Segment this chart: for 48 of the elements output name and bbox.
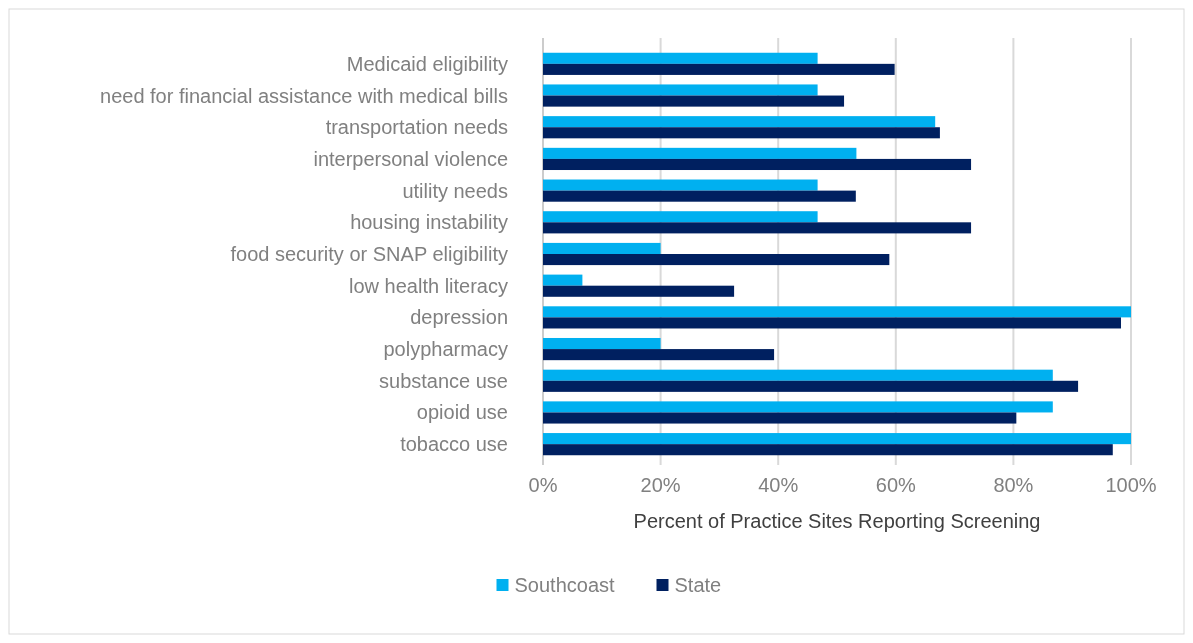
bar (543, 63, 895, 75)
y-tick-label: interpersonal violence (313, 147, 508, 170)
x-tick-label: 0% (528, 474, 558, 496)
bar (543, 179, 818, 191)
bar (543, 127, 940, 139)
y-tick-label: polypharmacy (383, 338, 508, 361)
bar (543, 84, 818, 96)
y-tick-label: food security or SNAP eligibility (230, 243, 508, 265)
bar (543, 211, 818, 223)
bar (543, 412, 1017, 424)
bar (543, 380, 1079, 392)
x-tick-label: 100% (1105, 474, 1157, 496)
y-tick-label: opioid use (416, 401, 508, 424)
y-tick-label: substance use (379, 369, 508, 392)
bar (543, 401, 1053, 413)
x-tick-label: 40% (758, 474, 799, 496)
bar (543, 274, 583, 286)
x-tick-label: 20% (640, 474, 681, 496)
bar (543, 254, 890, 266)
bar (543, 337, 661, 350)
y-tick-label: utility needs (402, 179, 508, 202)
bar (543, 52, 818, 64)
bar (543, 444, 1113, 456)
y-tick-label: depression (410, 306, 508, 329)
bar (543, 158, 972, 171)
y-tick-label: need for financial assistance with medical bills (100, 84, 508, 107)
bar (543, 222, 972, 234)
bar (543, 116, 936, 128)
legend-label: State (674, 574, 722, 596)
bar (543, 317, 1121, 329)
x-axis-title: Percent of Practice Sites Reporting Screening (633, 510, 1041, 532)
bar (543, 190, 856, 202)
bar (543, 147, 857, 159)
y-tick-label: tobacco use (400, 433, 508, 456)
x-tick-label: 60% (875, 474, 917, 496)
bar (543, 242, 661, 254)
bar (543, 433, 1131, 445)
bar (543, 369, 1053, 381)
y-tick-label: low health literacy (349, 274, 508, 297)
bar (543, 306, 1131, 318)
bar (543, 349, 775, 361)
bar (543, 285, 735, 297)
y-tick-label: transportation needs (325, 116, 508, 139)
x-tick-label: 80% (993, 474, 1034, 496)
bar (543, 95, 845, 107)
legend-label: Southcoast (514, 574, 616, 596)
y-tick-label: Medicaid eligibility (346, 52, 508, 75)
y-tick-label: housing instability (350, 211, 508, 234)
